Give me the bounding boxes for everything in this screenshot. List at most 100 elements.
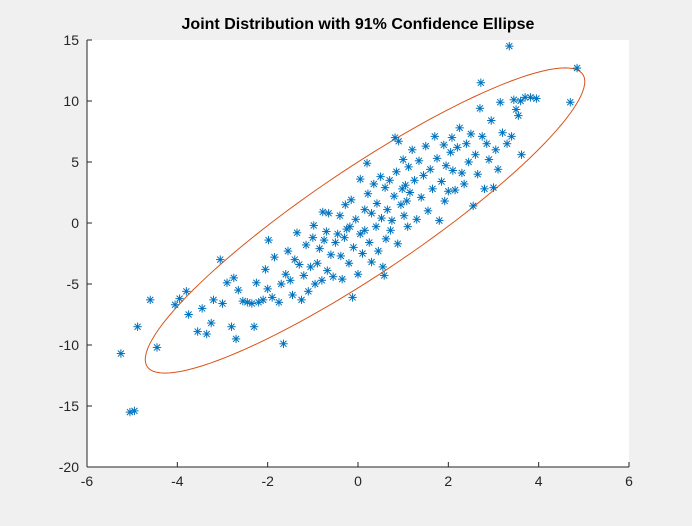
data-point [202,329,211,339]
data-point [386,226,395,235]
data-point [247,299,257,308]
data-point [362,159,372,168]
data-point [281,270,290,279]
data-point [315,244,324,253]
plot-area [87,40,629,467]
data-point [193,327,202,336]
data-point [444,187,453,196]
data-point [356,174,365,184]
data-point [439,140,449,150]
data-point [310,279,320,289]
data-point [394,137,403,146]
data-point [116,349,126,358]
data-point [326,250,336,259]
data-point [367,209,376,218]
data-point [572,63,582,73]
data-point [435,216,444,225]
data-point [374,246,383,256]
data-point [502,139,512,148]
data-point [496,98,505,107]
data-point [267,293,277,302]
x-tick-label: 4 [535,473,543,489]
y-tick-label: 15 [63,32,79,48]
data-point [383,205,392,214]
data-point [423,206,433,215]
data-point [393,239,402,248]
data-point [447,133,457,142]
data-point [308,233,318,242]
data-point [408,145,417,154]
y-tick-label: -20 [59,459,79,475]
data-point [348,293,357,302]
data-point [532,94,541,103]
y-tick-label: 0 [71,215,79,231]
data-point [475,104,485,113]
data-point [349,243,358,252]
data-point [437,177,446,186]
data-point [222,278,232,287]
data-point [351,215,360,224]
data-point [464,157,473,167]
data-point [353,270,363,279]
data-point [324,209,333,218]
data-point [430,132,439,141]
data-point [402,196,411,206]
data-point [309,221,318,230]
y-tick-label: 10 [63,93,79,109]
data-point [493,165,503,174]
data-point [313,259,322,268]
data-point [358,249,367,258]
data-point [360,226,369,235]
y-tick-label: -10 [59,337,79,353]
data-point [428,184,437,194]
x-tick-label: 2 [444,473,452,489]
data-point [471,150,480,159]
data-point [404,162,413,172]
data-point [421,141,430,151]
data-point [468,201,478,211]
x-tick-label: -4 [171,473,184,489]
data-point [378,262,388,272]
data-point [457,168,467,178]
data-point [344,259,354,268]
data-point [229,273,238,283]
data-point [170,300,180,309]
data-point [387,216,397,225]
data-point [462,139,471,148]
data-point [365,238,374,247]
data-point [336,251,346,261]
data-point [130,406,139,416]
data-point [511,105,521,114]
data-point [441,161,451,170]
data-point [372,199,382,208]
data-point [356,229,365,239]
data-point [175,294,184,303]
data-point [371,222,381,231]
data-point [152,343,162,352]
data-point [292,228,302,237]
x-tick-label: 6 [625,473,633,489]
data-point [304,287,313,296]
data-point [517,150,526,159]
data-point [231,334,241,344]
data-point [270,252,279,262]
data-point [380,183,390,192]
data-point [410,176,419,185]
data-point [419,171,428,180]
data-point [258,295,268,305]
data-point [341,200,350,209]
data-point [318,207,327,217]
data-point [379,271,389,280]
data-point [389,191,399,201]
data-point [403,222,412,231]
data-point [297,295,306,305]
data-point [398,155,408,164]
data-point [432,154,442,163]
data-point [448,166,458,175]
data-point [306,262,315,272]
data-point [491,145,500,154]
data-point [489,183,498,192]
data-point [301,240,311,250]
data-point [279,339,288,348]
